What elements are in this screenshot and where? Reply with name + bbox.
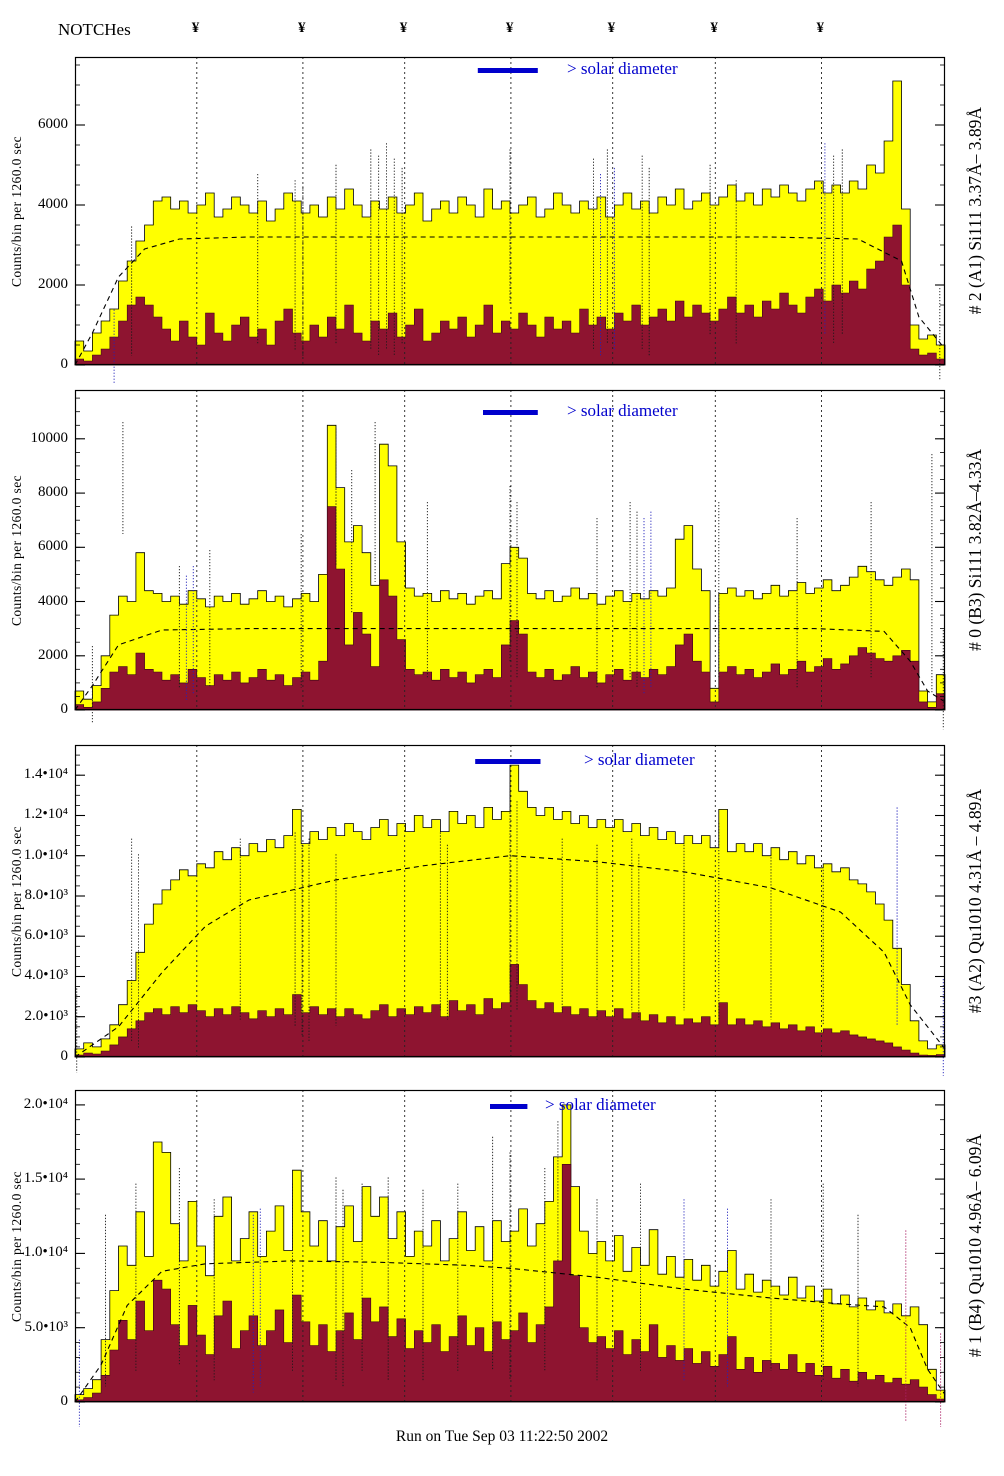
y-tick-label: 6000 xyxy=(38,538,68,554)
notch-symbol-2: ¥ xyxy=(399,20,408,36)
y-tick-label: 10000 xyxy=(30,430,69,446)
y-tick-label: 4000 xyxy=(38,196,68,212)
plot-frame xyxy=(74,744,946,1058)
y-axis-title-text: Counts/bin per 1260.0 sec xyxy=(9,474,24,626)
y-tick-label: 6000 xyxy=(38,116,68,132)
y-tick-label: 2000 xyxy=(38,647,68,663)
channel-label: # 0 (B3) Si111 3.82Å–4.33Å xyxy=(958,390,992,710)
y-tick-label: 1.4•10⁴ xyxy=(23,766,68,782)
panel-plot-1 xyxy=(74,389,946,730)
y-axis-title: Counts/bin per 1260.0 sec xyxy=(8,390,26,710)
dashed-background-curve xyxy=(74,236,946,366)
y-tick-label: 6.0•10³ xyxy=(24,927,69,943)
y-tick-label: 0 xyxy=(60,1048,69,1064)
dark-red-histogram xyxy=(74,964,946,1058)
notches-label: NOTCHes xyxy=(58,20,131,39)
y-axis-title: Counts/bin per 1260.0 sec xyxy=(8,57,26,365)
dashed-background-curve xyxy=(74,628,946,711)
yellow-histogram xyxy=(74,764,946,1058)
solar-diameter-label: > solar diameter xyxy=(567,59,678,78)
notch-symbol-1: ¥ xyxy=(297,20,306,36)
panel-plot-0 xyxy=(74,56,946,384)
y-tick-label: 1.0•10⁴ xyxy=(23,1244,68,1260)
notch-symbol-5: ¥ xyxy=(710,20,718,36)
y-tick-label: 2.0•10⁴ xyxy=(23,1096,68,1112)
panel-plot-3 xyxy=(74,1089,946,1427)
solar-diameter-bar xyxy=(490,1104,528,1109)
solar-diameter-bar xyxy=(477,68,538,73)
y-tick-label: 8000 xyxy=(38,484,68,500)
channel-label: #3 (A2) Qu1010 4.31Å – 4.89Å xyxy=(958,745,992,1057)
channel-label-text: #3 (A2) Qu1010 4.31Å – 4.89Å xyxy=(964,788,985,1014)
run-timestamp: Run on Tue Sep 03 11:22:50 2002 xyxy=(395,1428,609,1445)
channel-label-text: # 1 (B4) Qu1010 4.96Å– 6.09Å xyxy=(964,1134,985,1358)
y-axis-title-text: Counts/bin per 1260.0 sec xyxy=(9,135,24,287)
dark-red-histogram xyxy=(74,224,946,366)
solar-diameter-label: > solar diameter xyxy=(567,401,678,420)
y-axis-title: Counts/bin per 1260.0 sec xyxy=(8,1090,26,1402)
y-tick-label: 4.0•10³ xyxy=(24,967,69,983)
plot-frame xyxy=(74,389,946,711)
y-tick-label: 8.0•10³ xyxy=(24,887,69,903)
channel-label: # 2 (A1) Si111 3.37Å– 3.89Å xyxy=(958,57,992,365)
notch-symbol-4: ¥ xyxy=(607,20,616,36)
y-tick-label: 0 xyxy=(60,1393,69,1409)
channel-label: # 1 (B4) Qu1010 4.96Å– 6.09Å xyxy=(958,1090,992,1402)
y-tick-label: 0 xyxy=(60,701,69,717)
y-axis-title-text: Counts/bin per 1260.0 sec xyxy=(9,825,24,977)
y-tick-label: 0 xyxy=(60,356,69,372)
dark-red-histogram xyxy=(74,506,946,711)
notch-symbol-6: ¥ xyxy=(816,20,824,36)
channel-label-text: # 0 (B3) Si111 3.82Å–4.33Å xyxy=(964,449,985,651)
notch-symbol-0: ¥ xyxy=(191,20,200,36)
y-tick-label: 2.0•10³ xyxy=(24,1008,69,1024)
y-axis-title-text: Counts/bin per 1260.0 sec xyxy=(9,1170,24,1322)
solar-diameter-label: > solar diameter xyxy=(584,750,695,769)
y-tick-label: 2000 xyxy=(38,276,68,292)
notch-symbol-3: ¥ xyxy=(505,20,514,36)
y-tick-label: 1.0•10⁴ xyxy=(23,847,68,863)
y-tick-label: 1.2•10⁴ xyxy=(23,806,68,822)
solar-diameter-bar xyxy=(475,759,541,764)
solar-diameter-bar xyxy=(483,410,538,415)
plot-frame xyxy=(74,56,946,366)
y-tick-label: 4000 xyxy=(38,593,68,609)
y-tick-label: 5.0•10³ xyxy=(24,1319,69,1335)
y-axis-title: Counts/bin per 1260.0 sec xyxy=(8,745,26,1057)
channel-label-text: # 2 (A1) Si111 3.37Å– 3.89Å xyxy=(964,107,985,315)
solar-diameter-label: > solar diameter xyxy=(545,1095,656,1114)
y-tick-label: 1.5•10⁴ xyxy=(23,1170,68,1186)
dashed-background-curve xyxy=(74,1260,946,1403)
panel-plot-2 xyxy=(74,744,946,1076)
plot-frame xyxy=(74,1089,946,1403)
